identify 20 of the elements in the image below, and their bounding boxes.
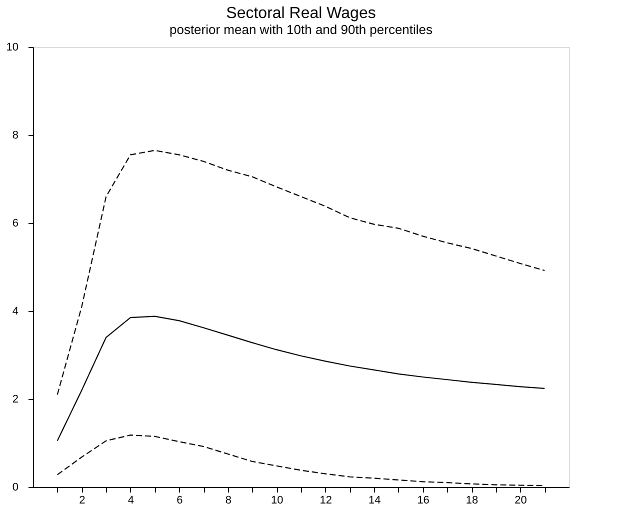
- x-tick-label: 6: [176, 494, 183, 506]
- x-tick-label: 8: [225, 494, 232, 506]
- y-tick-label: 0: [12, 482, 18, 494]
- x-tick-label: 12: [320, 494, 332, 506]
- x-tick-label: 10: [271, 494, 284, 506]
- y-tick-label: 8: [12, 130, 18, 142]
- x-tick-label: 14: [368, 494, 381, 506]
- x-tick-label: 4: [128, 494, 134, 506]
- x-tick-label: 16: [417, 494, 430, 506]
- chart-subtitle: posterior mean with 10th and 90th percentiles: [169, 22, 434, 37]
- y-tick-label: 10: [6, 42, 18, 54]
- line-series: [56, 316, 546, 442]
- line-series: [56, 150, 546, 396]
- chart-title: Sectoral Real Wages: [226, 5, 376, 22]
- x-tick-label: 2: [79, 494, 86, 506]
- x-tick-label: 20: [514, 494, 527, 506]
- x-tick-label: 18: [466, 494, 478, 506]
- y-tick-label: 4: [12, 306, 18, 318]
- y-tick-label: 2: [12, 394, 18, 406]
- y-tick-label: 6: [12, 218, 18, 230]
